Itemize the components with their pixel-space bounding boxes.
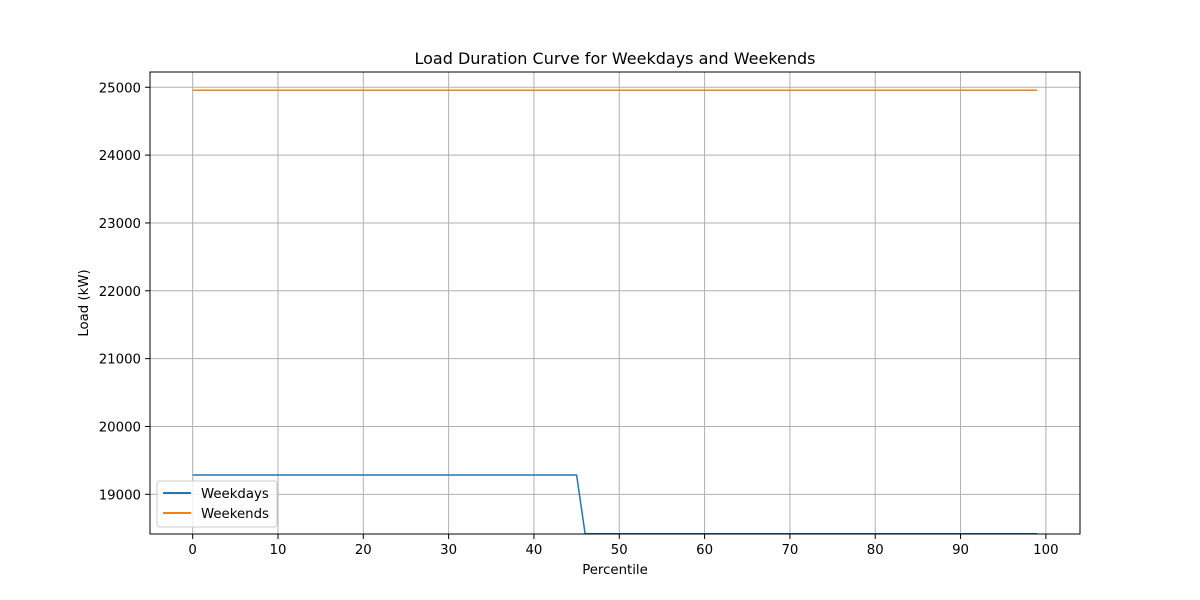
x-tick-label: 10 xyxy=(270,543,287,558)
chart-title: Load Duration Curve for Weekdays and Wee… xyxy=(414,49,815,68)
y-tick-label: 19000 xyxy=(99,488,141,503)
y-tick-label: 22000 xyxy=(99,285,141,300)
plot-frame xyxy=(149,71,1081,535)
y-tick-label: 24000 xyxy=(99,149,141,164)
y-axis-ticks: 19000 20000 21000 22000 23000 24000 25000 xyxy=(99,81,150,503)
x-tick-label: 50 xyxy=(611,543,628,558)
legend: Weekdays Weekends xyxy=(156,480,278,528)
x-tick-label: 60 xyxy=(696,543,713,558)
series-line-weekdays xyxy=(192,474,1038,535)
x-axis-label: Percentile xyxy=(582,563,648,578)
y-axis-label: Load (kW) xyxy=(77,269,92,336)
y-tick-label: 21000 xyxy=(99,353,141,368)
x-tick-label: 80 xyxy=(867,543,884,558)
legend-label-weekends: Weekends xyxy=(201,507,269,522)
legend-label-weekdays: Weekdays xyxy=(201,487,269,502)
x-tick-label: 20 xyxy=(355,543,372,558)
x-tick-label: 100 xyxy=(1033,543,1058,558)
x-axis-ticks: 0 10 20 30 40 50 60 70 80 90 100 xyxy=(188,534,1059,558)
y-tick-label: 20000 xyxy=(99,420,141,435)
x-tick-label: 40 xyxy=(525,543,542,558)
y-tick-label: 23000 xyxy=(99,217,141,232)
grid-lines xyxy=(150,72,1080,534)
x-tick-label: 30 xyxy=(440,543,457,558)
x-tick-label: 90 xyxy=(952,543,969,558)
y-tick-label: 25000 xyxy=(99,81,141,96)
x-tick-label: 70 xyxy=(781,543,798,558)
x-tick-label: 0 xyxy=(188,543,196,558)
series-lines xyxy=(192,89,1038,535)
